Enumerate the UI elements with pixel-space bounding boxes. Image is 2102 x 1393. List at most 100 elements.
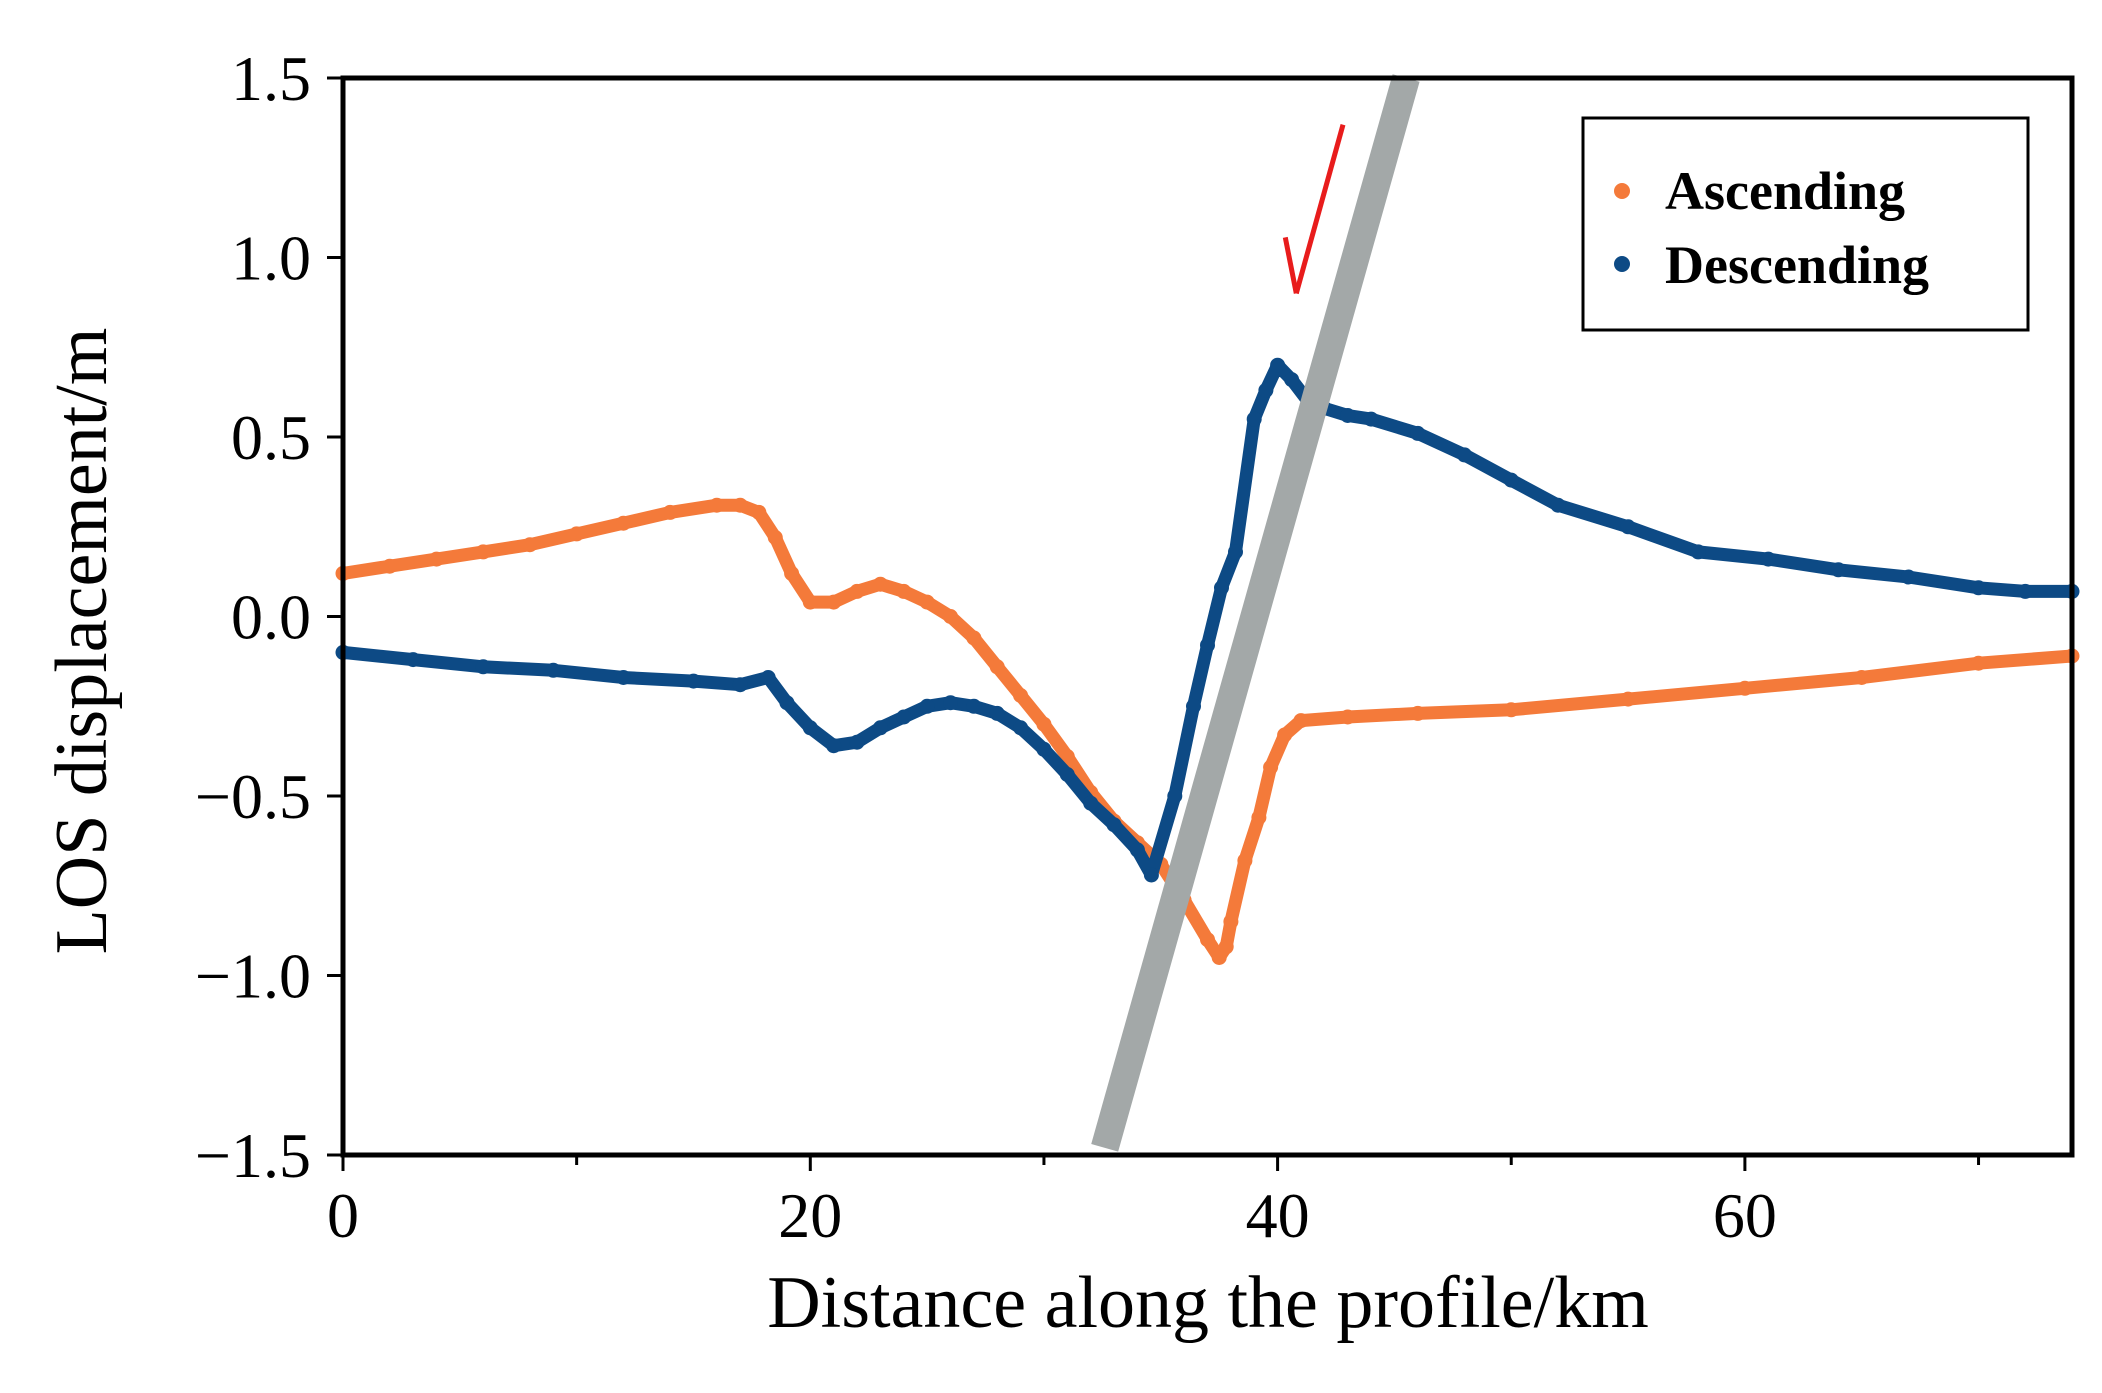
point-descending-43 [1690,544,1706,560]
point-ascending-6 [615,515,631,531]
point-descending-2 [475,659,491,675]
point-descending-28 [1214,580,1229,596]
fault-trace-band [1091,74,1420,1152]
point-descending-23 [1129,842,1145,858]
point-ascending-38 [1293,713,1309,729]
legend-box [1581,116,2030,332]
point-ascending-36 [1263,759,1279,775]
point-descending-24 [1143,867,1159,883]
point-ascending-19 [943,609,958,624]
point-descending-39 [1457,447,1472,463]
point-descending-33 [1284,372,1300,388]
y-tick-label-1: 1.0 [231,223,311,294]
red-arrow-head [1282,236,1299,294]
y-tick-label--1_5: −1.5 [195,1120,311,1191]
point-descending-44 [1760,551,1776,567]
point-descending-41 [1550,497,1566,513]
point-descending-3 [545,662,561,678]
point-ascending-30 [1200,932,1215,948]
point-ascending-40 [1410,705,1426,721]
point-ascending-20 [966,630,982,646]
point-descending-26 [1186,698,1201,714]
point-descending-36 [1340,408,1356,423]
point-ascending-17 [896,583,912,599]
legend-label-ascending: Ascending [1665,161,1905,221]
point-ascending-31 [1211,950,1227,965]
point-descending-16 [966,698,982,714]
point-descending-29 [1228,544,1243,560]
point-ascending-34 [1237,853,1253,869]
point-descending-31 [1258,382,1274,398]
point-descending-45 [1830,562,1846,578]
x-tick-label-60: 60 [1713,1180,1777,1251]
point-ascending-39 [1340,709,1356,725]
legend-marker-ascending [1614,183,1630,199]
point-ascending-24 [1059,749,1075,764]
point-ascending-22 [1013,688,1029,703]
point-ascending-35 [1251,810,1267,825]
point-descending-48 [2017,583,2033,599]
point-ascending-2 [429,551,444,567]
point-descending-38 [1410,425,1426,441]
point-ascending-16 [872,576,888,592]
point-descending-40 [1503,472,1519,488]
legend-marker-descending [1614,256,1630,272]
point-descending-15 [943,695,958,711]
y-tick-label-0_5: 0.5 [231,402,311,473]
point-ascending-32 [1218,939,1234,955]
legend-label-descending: Descending [1665,235,1929,295]
red-arrow-shaft [1293,124,1346,295]
x-tick-label-40: 40 [1246,1180,1310,1251]
point-ascending-8 [709,497,725,513]
point-descending-32 [1270,357,1286,373]
point-ascending-42 [1620,691,1636,707]
point-ascending-3 [475,544,491,560]
point-descending-21 [1083,795,1099,811]
y-axis-title: LOS displacement/m [41,328,123,955]
point-ascending-41 [1503,702,1519,718]
point-ascending-43 [1737,680,1753,696]
point-ascending-1 [382,558,398,574]
point-ascending-37 [1277,727,1293,743]
point-descending-14 [919,698,935,714]
point-ascending-4 [522,537,538,553]
point-descending-25 [1167,788,1183,804]
point-descending-20 [1059,767,1075,782]
point-ascending-5 [569,526,585,542]
legend: Ascending Descending [1581,116,2030,332]
point-descending-27 [1200,637,1215,653]
point-descending-37 [1363,411,1379,427]
point-descending-4 [615,670,631,685]
point-ascending-12 [784,565,800,581]
point-ascending-7 [662,504,678,520]
y-tick-label-0: 0.0 [231,582,311,653]
point-ascending-9 [732,497,748,513]
annotation-layer [1091,74,1420,1152]
point-descending-22 [1106,817,1122,833]
point-descending-12 [872,720,888,736]
point-ascending-13 [802,594,818,610]
point-descending-11 [849,734,865,750]
x-tick-label-0: 0 [327,1180,359,1251]
point-descending-42 [1620,519,1636,535]
axis-ticks: 0 20 40 60 −1.5 −1.0 −0.5 0.0 0.5 1.0 1.5 [195,43,1981,1251]
point-descending-18 [1013,720,1029,736]
point-ascending-18 [919,594,935,610]
point-descending-46 [1900,569,1916,585]
point-descending-10 [826,738,842,754]
point-descending-9 [802,720,818,736]
series-ascending [335,497,2080,965]
point-ascending-10 [751,504,767,520]
point-descending-47 [1971,580,1986,596]
y-tick-label--0_5: −0.5 [195,761,311,832]
point-ascending-11 [767,530,783,545]
x-tick-label-20: 20 [778,1180,842,1251]
point-descending-7 [760,670,776,685]
point-ascending-33 [1223,914,1239,930]
red-arrow [1282,124,1346,295]
point-descending-8 [779,695,795,711]
point-descending-1 [405,652,421,668]
point-ascending-45 [1971,655,1986,671]
point-ascending-15 [849,583,865,599]
